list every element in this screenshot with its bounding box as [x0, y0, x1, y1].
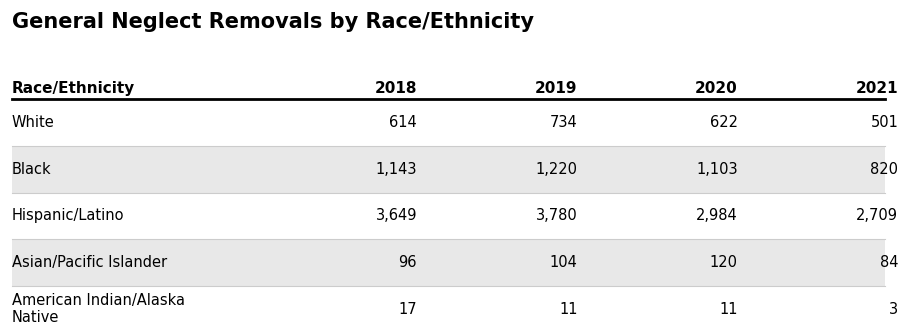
Text: 734: 734: [550, 115, 578, 130]
FancyBboxPatch shape: [12, 193, 885, 239]
Text: 104: 104: [550, 255, 578, 270]
Text: White: White: [12, 115, 54, 130]
Text: Race/Ethnicity: Race/Ethnicity: [12, 81, 135, 96]
FancyBboxPatch shape: [12, 286, 885, 331]
Text: 84: 84: [879, 255, 898, 270]
Text: 2020: 2020: [695, 81, 738, 96]
Text: 96: 96: [399, 255, 417, 270]
Text: 614: 614: [390, 115, 417, 130]
Text: Hispanic/Latino: Hispanic/Latino: [12, 209, 124, 223]
Text: 17: 17: [399, 302, 417, 317]
Text: 3: 3: [889, 302, 898, 317]
Text: 2,984: 2,984: [696, 209, 738, 223]
FancyBboxPatch shape: [12, 239, 885, 286]
Text: 11: 11: [719, 302, 738, 317]
Text: 120: 120: [710, 255, 738, 270]
Text: 501: 501: [870, 115, 898, 130]
Text: American Indian/Alaska
Native: American Indian/Alaska Native: [12, 293, 184, 325]
Text: 1,220: 1,220: [536, 162, 578, 177]
Text: 2,709: 2,709: [856, 209, 898, 223]
Text: 2021: 2021: [856, 81, 898, 96]
Text: 3,780: 3,780: [536, 209, 578, 223]
Text: 820: 820: [870, 162, 898, 177]
Text: 622: 622: [710, 115, 738, 130]
Text: Asian/Pacific Islander: Asian/Pacific Islander: [12, 255, 166, 270]
Text: General Neglect Removals by Race/Ethnicity: General Neglect Removals by Race/Ethnici…: [12, 12, 534, 32]
Text: 1,103: 1,103: [697, 162, 738, 177]
Text: 2018: 2018: [374, 81, 417, 96]
Text: 2019: 2019: [535, 81, 578, 96]
Text: 1,143: 1,143: [375, 162, 417, 177]
Text: Black: Black: [12, 162, 51, 177]
Text: 11: 11: [559, 302, 578, 317]
Text: 3,649: 3,649: [375, 209, 417, 223]
FancyBboxPatch shape: [12, 146, 885, 193]
FancyBboxPatch shape: [12, 99, 885, 146]
